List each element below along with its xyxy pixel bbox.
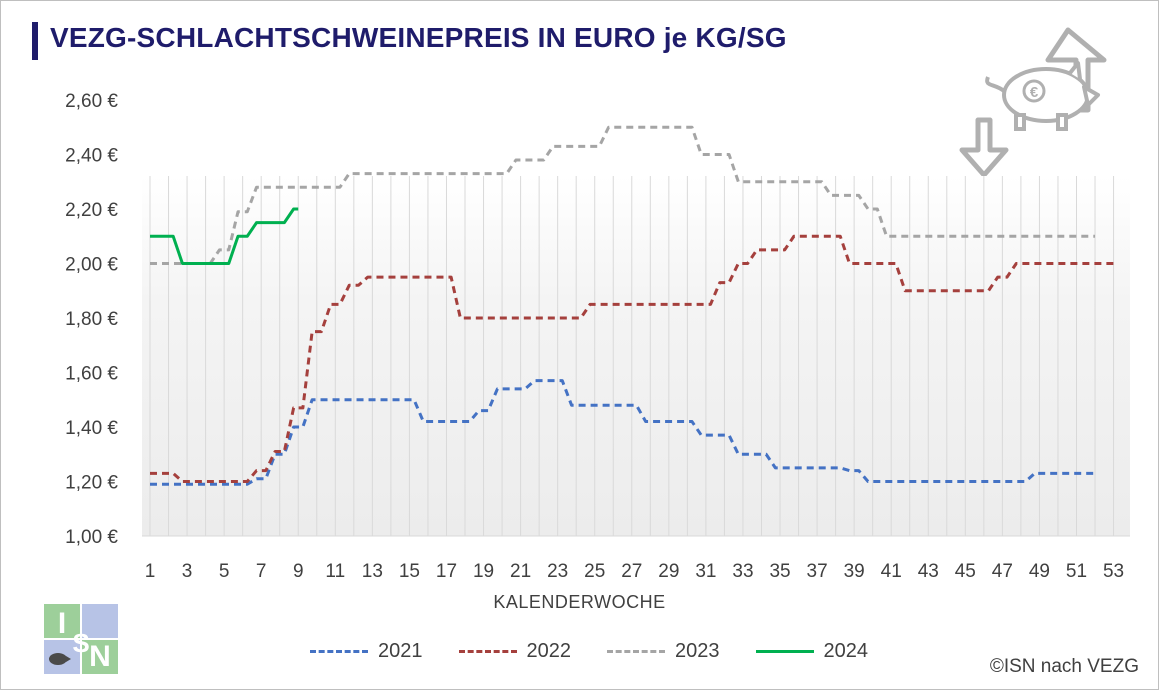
x-tick-label: 11: [325, 561, 345, 582]
legend-label: 2024: [823, 640, 869, 662]
x-axis-label: KALENDERWOCHE: [493, 592, 666, 612]
x-tick-label: 31: [695, 561, 716, 582]
x-tick-label: 27: [621, 561, 642, 582]
y-tick-label: 1,00 €: [65, 527, 118, 548]
title-accent-bar: [32, 22, 38, 60]
x-tick-label: 29: [658, 561, 679, 582]
y-tick-label: 1,40 €: [65, 418, 118, 439]
series-line-2023: [150, 125, 1096, 265]
svg-text:I: I: [58, 607, 66, 640]
x-tick-label: 1: [145, 561, 156, 582]
chart-title: VEZG-SCHLACHTSCHWEINEPREIS IN EURO je KG…: [50, 22, 787, 53]
y-tick-label: 1,20 €: [65, 473, 118, 494]
x-tick-label: 39: [844, 561, 865, 582]
svg-text:S: S: [72, 628, 89, 658]
x-tick-label: 5: [219, 561, 230, 582]
x-tick-label: 53: [1103, 561, 1124, 582]
y-tick-label: 2,60 €: [65, 91, 118, 112]
svg-text:€: €: [1030, 84, 1039, 101]
x-tick-label: 19: [473, 561, 494, 582]
x-tick-label: 49: [1029, 561, 1050, 582]
series-line-2021: [150, 379, 1096, 486]
x-tick-label: 45: [955, 561, 976, 582]
isn-logo: I N S: [44, 604, 118, 674]
series-line-2024: [150, 207, 299, 265]
x-tick-label: 51: [1066, 561, 1087, 582]
legend-swatch: [607, 650, 665, 653]
pig-euro-price-up-down-icon: €: [959, 27, 1107, 178]
y-tick-label: 2,20 €: [65, 200, 118, 221]
x-tick-label: 15: [399, 561, 420, 582]
legend-label: 2022: [526, 640, 572, 662]
legend: 2021 2022 2023 2024: [310, 640, 868, 663]
x-tick-label: 3: [182, 561, 193, 582]
x-tick-label: 41: [881, 561, 902, 582]
legend-item-2022: 2022: [458, 640, 572, 663]
x-tick-label: 13: [362, 561, 383, 582]
legend-swatch: [458, 650, 517, 653]
x-tick-label: 47: [992, 561, 1013, 582]
x-tick-label: 9: [293, 561, 304, 582]
x-tick-label: 23: [547, 561, 568, 582]
x-tick-label: 7: [256, 561, 267, 582]
down-arrow-icon: [959, 117, 1009, 178]
x-tick-label: 33: [732, 561, 753, 582]
x-tick-label: 37: [807, 561, 828, 582]
x-tick-label: 25: [584, 561, 605, 582]
x-tick-label: 17: [436, 561, 457, 582]
y-tick-label: 1,60 €: [65, 364, 118, 385]
y-tick-label: 2,40 €: [65, 146, 118, 167]
series-line-2022: [150, 234, 1114, 483]
y-tick-label: 1,80 €: [65, 309, 118, 330]
legend-item-2023: 2023: [607, 640, 720, 663]
legend-label: 2023: [675, 640, 720, 662]
legend-label: 2021: [378, 640, 423, 662]
svg-text:N: N: [89, 640, 111, 673]
x-tick-label: 21: [510, 561, 531, 582]
y-tick-label: 2,00 €: [65, 255, 118, 276]
legend-swatch: [310, 650, 368, 653]
x-tick-label: 43: [918, 561, 939, 582]
copyright-text: ©ISN nach VEZG: [989, 656, 1139, 677]
x-tick-label: 35: [769, 561, 790, 582]
legend-item-2021: 2021: [310, 640, 423, 663]
legend-swatch: [755, 650, 814, 653]
legend-item-2024: 2024: [755, 640, 869, 663]
